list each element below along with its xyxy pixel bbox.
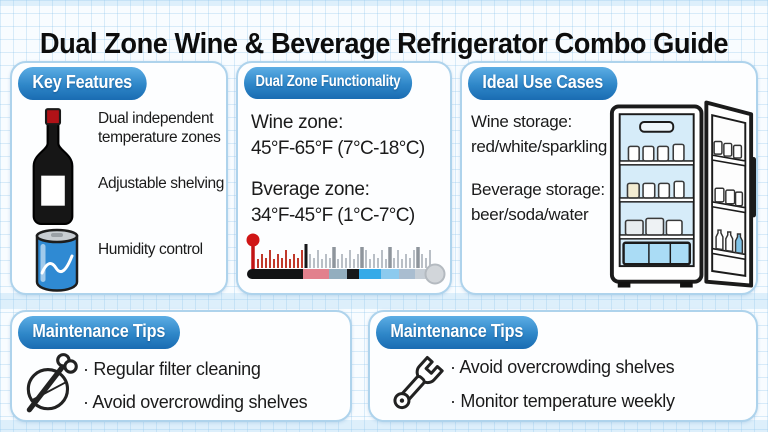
ideal-use-header: Ideal Use Cases	[468, 67, 618, 100]
refrigerator-icon	[609, 100, 756, 288]
grid-band-middle	[0, 293, 768, 309]
maintenance-left-header: Maintenance Tips	[18, 316, 180, 349]
feature-item: Humidity control	[98, 241, 203, 258]
maintenance-item: · Monitor temperature weekly	[450, 391, 675, 411]
dual-zone-panel: Dual Zone Functionality Wine zone: 45°F-…	[236, 61, 452, 295]
beverage-zone-range: 34°F-45°F (1°C-7°C)	[251, 205, 415, 226]
grid-band-bottom	[0, 420, 768, 432]
grid-band-top	[0, 0, 768, 6]
feature-item: Adjustable shelving	[98, 175, 224, 192]
maintenance-right-header: Maintenance Tips	[376, 316, 538, 349]
cleaning-tool-icon	[26, 353, 78, 413]
maintenance-left-panel: Maintenance Tips · Regular filter cleani…	[10, 310, 352, 422]
dual-zone-header: Dual Zone Functionality	[244, 67, 412, 99]
temperature-scale-icon	[246, 233, 446, 285]
page-title: Dual Zone Wine & Beverage Refrigerator C…	[39, 28, 729, 61]
maintenance-right-panel: Maintenance Tips · Avoid overcrowding sh…	[368, 310, 758, 422]
wine-zone-range: 45°F-65°F (7°C-18°C)	[251, 138, 425, 159]
key-features-panel: Key Features Dual independent temperatur…	[10, 61, 228, 295]
feature-item: Dual independent temperature zones	[98, 110, 221, 146]
soda-can-icon	[35, 228, 79, 292]
wine-zone-label: Wine zone:	[251, 112, 344, 133]
wrench-icon	[393, 356, 444, 410]
ideal-use-panel: Ideal Use Cases Wine storage: red/white/…	[460, 61, 758, 295]
maintenance-item: · Regular filter cleaning	[83, 359, 261, 379]
wine-storage-value: red/white/sparkling	[471, 137, 608, 156]
beverage-storage-label: Beverage storage:	[471, 180, 605, 199]
beverage-storage-value: beer/soda/water	[471, 205, 589, 224]
wine-bottle-icon	[32, 108, 74, 225]
maintenance-item: · Avoid overcrowding shelves	[83, 392, 308, 412]
beverage-zone-label: Bverage zone:	[251, 179, 370, 200]
wine-storage-label: Wine storage:	[471, 112, 572, 131]
maintenance-item: · Avoid overcrowding shelves	[450, 357, 675, 377]
key-features-header: Key Features	[18, 67, 147, 100]
